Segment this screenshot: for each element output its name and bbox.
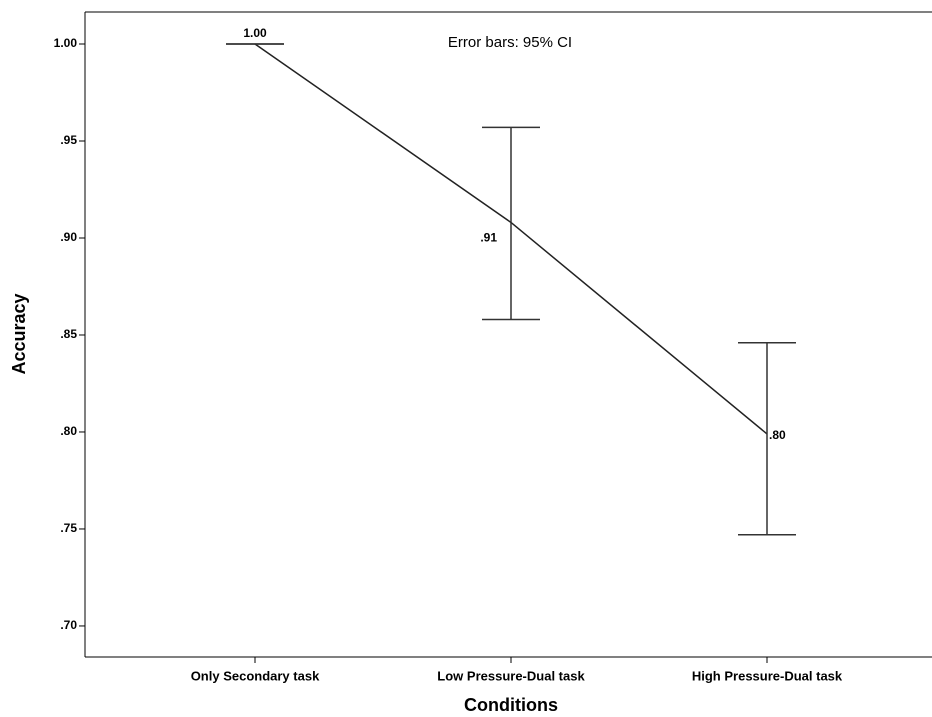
value-label: 1.00	[243, 26, 267, 40]
x-tick-label: High Pressure-Dual task	[692, 668, 843, 683]
x-tick-label: Only Secondary task	[191, 668, 320, 683]
annotation: Error bars: 95% CI	[448, 34, 572, 51]
x-tick-label: Low Pressure-Dual task	[437, 668, 585, 683]
y-tick-label: .90	[60, 230, 77, 244]
y-tick-label: .85	[60, 327, 77, 341]
y-tick-label: .95	[60, 133, 77, 147]
y-tick-label: .70	[60, 618, 77, 632]
value-label: .80	[769, 428, 786, 442]
value-label: .91	[480, 231, 497, 245]
y-tick-label: 1.00	[54, 36, 78, 50]
y-axis-title: Accuracy	[9, 293, 29, 374]
chart: Error bars: 95% CI Conditions Accuracy .…	[0, 0, 932, 717]
y-tick-label: .75	[60, 521, 77, 535]
y-tick-label: .80	[60, 424, 77, 438]
x-axis-title: Conditions	[464, 695, 558, 715]
